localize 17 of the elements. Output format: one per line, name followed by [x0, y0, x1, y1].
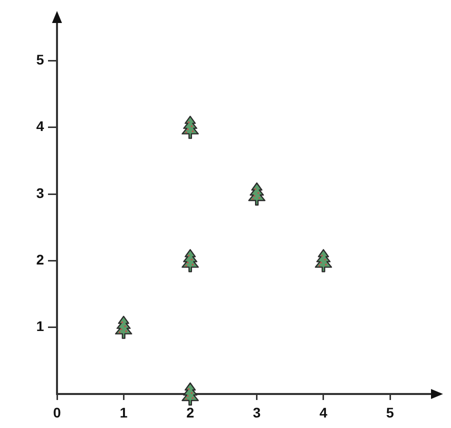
point [115, 316, 132, 339]
x-tick-label: 5 [386, 404, 394, 420]
y-tick-label: 3 [36, 184, 44, 201]
y-tick-label: 2 [36, 252, 44, 268]
y-tick-label: 5 [36, 52, 44, 68]
x-tick-label: 4 [320, 404, 328, 420]
point [248, 182, 266, 206]
point [182, 249, 199, 272]
point [182, 116, 199, 139]
point [314, 249, 332, 272]
x-tick-label: 1 [120, 404, 128, 420]
y-tick-label: 1 [36, 318, 44, 334]
point [182, 382, 199, 406]
x-tick-label: 0 [53, 404, 62, 420]
x-tick-label: 2 [186, 404, 194, 420]
x-tick-label: 3 [252, 404, 261, 420]
y-tick-label: 4 [36, 118, 44, 134]
